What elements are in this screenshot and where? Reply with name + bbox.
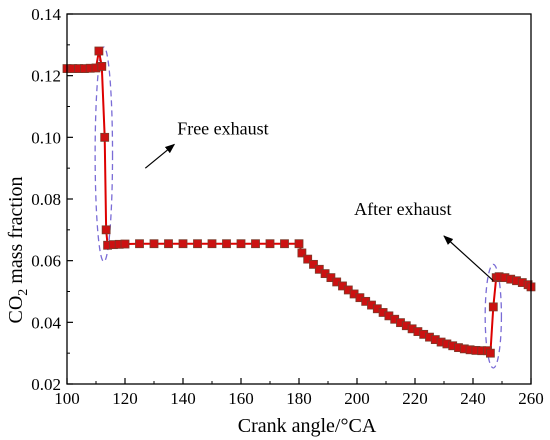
data-point [135,239,144,249]
series-line [67,50,532,356]
data-point [149,239,159,249]
data-point [101,225,111,235]
x-axis-title: Crank angle/°CA [238,415,377,437]
plot-frame [66,13,532,385]
y-tick-label: 0.08 [31,190,61,209]
data-point [178,239,188,249]
annotation-ellipse-free [94,46,114,263]
data-point [207,239,217,249]
y-axis-title: CO2 mass fraction [5,177,31,324]
x-tick-label: 160 [228,389,254,408]
annotation-ellipses [94,46,503,369]
y-tick-label: 0.14 [31,5,61,24]
y-tick-label: 0.10 [31,128,61,147]
axes: 100 120 140 160 180 200 220 240 260 0.02 0.04 0.06 0… [31,5,544,408]
x-tick-label: 180 [286,389,312,408]
data-point [193,239,202,249]
annotation-ellipse-after [484,263,503,369]
y-axis-title-rest: mass fraction [5,177,27,289]
y-tick-label: 0.04 [31,313,61,332]
y-tick-label: 0.06 [31,252,61,271]
annotations: Free exhaust After exhaust [144,118,494,282]
x-tick-label: 200 [344,389,370,408]
data-point [97,62,107,71]
data-point [120,239,130,249]
data-series [62,46,536,358]
data-point [236,239,246,249]
data-point [164,239,173,249]
x-tick-label: 120 [112,389,138,408]
annotation-label-after: After exhaust [354,199,451,219]
y-tick-label: 0.12 [31,67,61,86]
data-point [309,259,318,269]
y-axis-title-subscript: 2 [16,289,31,296]
data-point [94,46,104,56]
data-point [297,248,307,258]
y-tick-label: 0.02 [31,375,61,394]
annotation-arrow-after [443,235,494,282]
data-point [265,239,275,249]
data-point [488,302,498,312]
x-tick-label: 260 [518,389,544,408]
x-tick-label: 220 [402,389,428,408]
data-point [251,239,260,249]
x-tick-label: 240 [460,389,486,408]
annotation-label-free: Free exhaust [177,118,268,138]
x-tick-label: 140 [170,389,196,408]
data-point [280,239,289,249]
data-point [485,348,495,358]
data-point [222,239,231,249]
data-point [294,239,304,249]
annotation-arrow-free [144,143,176,169]
x-tick-label: 100 [54,389,80,408]
data-point [100,132,110,142]
data-point [303,254,313,264]
